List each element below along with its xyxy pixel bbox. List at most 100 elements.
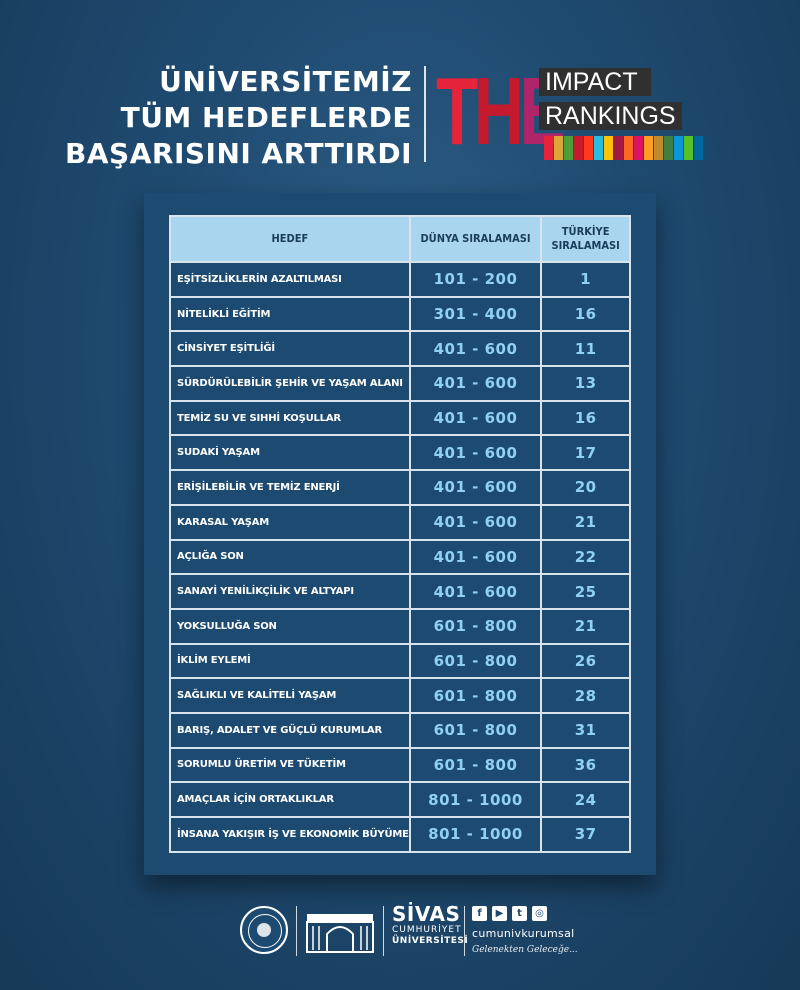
table-row: CİNSİYET EŞİTLİĞİ 401 - 600 11: [169, 330, 631, 368]
world-rank-cell: 301 - 400: [408, 295, 543, 333]
world-rank-cell: 801 - 1000: [408, 781, 543, 818]
table-row: İKLİM EYLEMİ 601 - 800 26: [169, 642, 631, 680]
sdg-color-segment: [604, 136, 613, 160]
goal-cell: ERİŞİLEBİLİR VE TEMİZ ENERJİ: [169, 469, 411, 506]
world-rank-cell: 401 - 600: [408, 330, 543, 368]
sdg-color-segment: [624, 136, 633, 160]
table-header-row: HEDEF DÜNYA SIRALAMASI TÜRKİYE SIRALAMAS…: [169, 215, 631, 263]
goal-cell: SORUMLU ÜRETİM VE TÜKETİM: [169, 746, 411, 784]
headline: ÜNİVERSİTEMİZ TÜM HEDEFLERDE BAŞARISINI …: [65, 64, 412, 172]
headline-line-1: ÜNİVERSİTEMİZ: [159, 65, 412, 98]
logo-rankings-label: RANKINGS: [539, 102, 682, 130]
social-handle[interactable]: cumunivkurumsal: [472, 927, 575, 940]
twitter-icon[interactable]: t: [512, 906, 527, 921]
table-row: İNSANA YAKIŞIR İŞ VE EKONOMİK BÜYÜME 801 …: [169, 816, 631, 853]
logo-impact-label: IMPACT: [539, 68, 651, 96]
footer-divider: [296, 906, 297, 956]
slogan: Gelenekten Geleceğe...: [472, 945, 578, 955]
sdg-color-segment: [594, 136, 603, 160]
goal-cell: SAĞLIKLI VE KALİTELİ YAŞAM: [169, 677, 411, 714]
world-rank-cell: 601 - 800: [408, 607, 543, 645]
sdg-color-segment: [684, 136, 693, 160]
table-row: SORUMLU ÜRETİM VE TÜKETİM 601 - 800 36: [169, 746, 631, 784]
world-rank-cell: 401 - 600: [408, 469, 543, 506]
goal-cell: SANAYİ YENİLİKÇİLİK VE ALTYAPI: [169, 573, 411, 610]
turkey-rank-cell: 20: [540, 469, 631, 506]
world-rank-cell: 401 - 600: [408, 538, 543, 576]
world-rank-cell: 601 - 800: [408, 642, 543, 680]
world-rank-cell: 601 - 800: [408, 677, 543, 714]
table-row: SANAYİ YENİLİKÇİLİK VE ALTYAPI 401 - 600 2…: [169, 573, 631, 610]
turkey-rank-cell: 1: [540, 261, 631, 298]
footer: SİVAS CUMHURİYET ÜNİVERSİTESİ f ▶ t ◎ cu…: [0, 900, 800, 970]
footer-divider: [464, 906, 465, 956]
the-impact-rankings-logo: THE IMPACT RANKINGS: [436, 62, 726, 166]
goal-cell: CİNSİYET EŞİTLİĞİ: [169, 330, 411, 368]
sdg-color-segment: [704, 136, 713, 160]
world-rank-cell: 401 - 600: [408, 434, 543, 472]
header-world-rank: DÜNYA SIRALAMASI: [408, 215, 543, 263]
headline-line-2: TÜM HEDEFLERDE: [120, 101, 412, 134]
sdg-color-segment: [614, 136, 623, 160]
sdg-color-bar: [544, 136, 714, 160]
youtube-icon[interactable]: ▶: [492, 906, 507, 921]
goal-cell: KARASAL YAŞAM: [169, 503, 411, 541]
world-rank-cell: 601 - 800: [408, 711, 543, 749]
table-row: AÇLIĞA SON 401 - 600 22: [169, 538, 631, 576]
goal-cell: NİTELİKLİ EĞİTİM: [169, 295, 411, 333]
sdg-color-segment: [654, 136, 663, 160]
turkey-rank-cell: 36: [540, 746, 631, 784]
social-block: f ▶ t ◎ cumunivkurumsal Gelenekten Gelec…: [472, 906, 578, 955]
turkey-rank-cell: 28: [540, 677, 631, 714]
header-turkey-rank: TÜRKİYE SIRALAMASI: [540, 215, 631, 263]
turkey-rank-cell: 24: [540, 781, 631, 818]
world-rank-cell: 801 - 1000: [408, 816, 543, 853]
university-name: SİVAS CUMHURİYET ÜNİVERSİTESİ: [392, 904, 468, 946]
turkey-rank-cell: 21: [540, 607, 631, 645]
table-row: SAĞLIKLI VE KALİTELİ YAŞAM 601 - 800 28: [169, 677, 631, 714]
turkey-rank-cell: 22: [540, 538, 631, 576]
world-rank-cell: 101 - 200: [408, 261, 543, 298]
sdg-color-segment: [584, 136, 593, 160]
uni-name-cumhuriyet: CUMHURİYET: [392, 925, 462, 935]
table-row: NİTELİKLİ EĞİTİM 301 - 400 16: [169, 295, 631, 333]
header: ÜNİVERSİTEMİZ TÜM HEDEFLERDE BAŞARISINI …: [0, 58, 800, 170]
world-rank-cell: 601 - 800: [408, 746, 543, 784]
sdg-color-segment: [644, 136, 653, 160]
sdg-color-segment: [634, 136, 643, 160]
table-row: SÜRDÜRÜLEBİLİR ŞEHİR VE YAŞAM ALANI 401 -…: [169, 365, 631, 402]
sdg-color-segment: [564, 136, 573, 160]
goal-cell: TEMİZ SU VE SIHHİ KOŞULLAR: [169, 399, 411, 437]
instagram-icon[interactable]: ◎: [532, 906, 547, 921]
logo-letter: T: [436, 58, 478, 165]
turkey-rank-cell: 21: [540, 503, 631, 541]
facebook-icon[interactable]: f: [472, 906, 487, 921]
sdg-color-segment: [694, 136, 703, 160]
world-rank-cell: 401 - 600: [408, 399, 543, 437]
headline-line-3: BAŞARISINI ARTTIRDI: [65, 137, 412, 170]
turkey-rank-cell: 37: [540, 816, 631, 853]
turkey-rank-cell: 16: [540, 399, 631, 437]
table-row: TEMİZ SU VE SIHHİ KOŞULLAR 401 - 600 16: [169, 399, 631, 437]
turkey-rank-cell: 17: [540, 434, 631, 472]
turkey-rank-cell: 31: [540, 711, 631, 749]
table-row: BARIŞ, ADALET VE GÜÇLÜ KURUMLAR 601 - 800…: [169, 711, 631, 749]
turkey-rank-cell: 13: [540, 365, 631, 402]
goal-cell: İNSANA YAKIŞIR İŞ VE EKONOMİK BÜYÜME: [169, 816, 411, 853]
goal-cell: AMAÇLAR İÇİN ORTAKLIKLAR: [169, 781, 411, 818]
sdg-color-segment: [544, 136, 553, 160]
footer-divider: [383, 906, 384, 956]
table-row: ERİŞİLEBİLİR VE TEMİZ ENERJİ 401 - 600 20: [169, 469, 631, 506]
logo-letter: H: [473, 58, 524, 165]
goal-cell: EŞİTSİZLİKLERİN AZALTILMASI: [169, 261, 411, 298]
social-icons: f ▶ t ◎: [472, 906, 578, 921]
table-row: YOKSULLUĞA SON 601 - 800 21: [169, 607, 631, 645]
table-row: EŞİTSİZLİKLERİN AZALTILMASI 101 - 200 1: [169, 261, 631, 298]
world-rank-cell: 401 - 600: [408, 503, 543, 541]
sdg-color-segment: [574, 136, 583, 160]
turkey-rank-cell: 16: [540, 295, 631, 333]
header-divider: [424, 66, 426, 162]
table-row: SUDAKİ YAŞAM 401 - 600 17: [169, 434, 631, 472]
world-rank-cell: 401 - 600: [408, 573, 543, 610]
goal-cell: YOKSULLUĞA SON: [169, 607, 411, 645]
